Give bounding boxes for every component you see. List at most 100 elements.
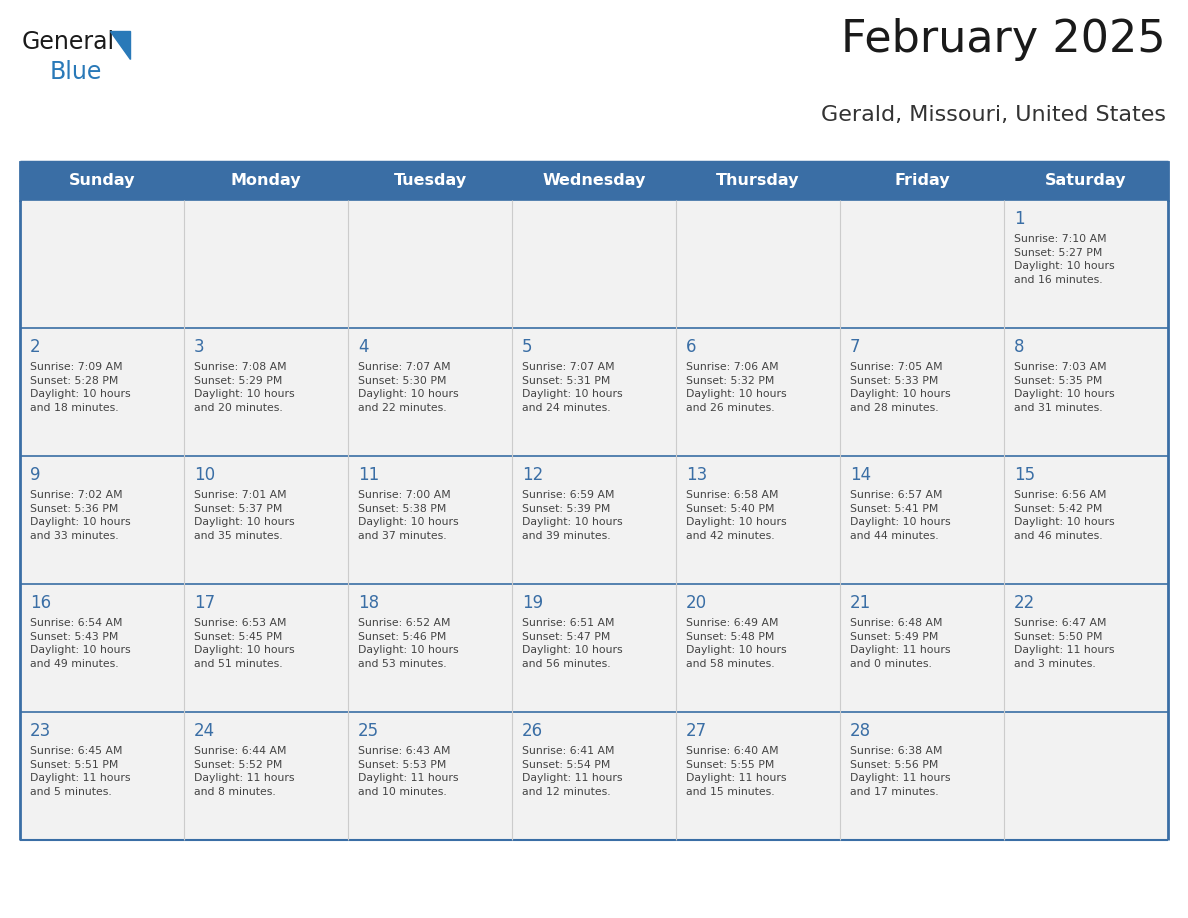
Text: Sunrise: 7:00 AM
Sunset: 5:38 PM
Daylight: 10 hours
and 37 minutes.: Sunrise: 7:00 AM Sunset: 5:38 PM Dayligh… bbox=[358, 490, 459, 541]
Bar bbox=[512, 456, 676, 584]
Text: 16: 16 bbox=[30, 594, 51, 612]
Text: Monday: Monday bbox=[230, 174, 302, 188]
Text: Sunrise: 6:41 AM
Sunset: 5:54 PM
Daylight: 11 hours
and 12 minutes.: Sunrise: 6:41 AM Sunset: 5:54 PM Dayligh… bbox=[522, 746, 623, 797]
Text: Sunrise: 6:38 AM
Sunset: 5:56 PM
Daylight: 11 hours
and 17 minutes.: Sunrise: 6:38 AM Sunset: 5:56 PM Dayligh… bbox=[849, 746, 950, 797]
Text: 15: 15 bbox=[1015, 466, 1035, 484]
Text: Blue: Blue bbox=[50, 60, 102, 84]
Bar bbox=[348, 328, 512, 456]
Text: 9: 9 bbox=[30, 466, 40, 484]
Text: 6: 6 bbox=[685, 338, 696, 356]
Bar bbox=[184, 328, 348, 456]
Bar bbox=[676, 456, 840, 584]
Text: Sunrise: 6:56 AM
Sunset: 5:42 PM
Daylight: 10 hours
and 46 minutes.: Sunrise: 6:56 AM Sunset: 5:42 PM Dayligh… bbox=[1015, 490, 1114, 541]
Text: Sunrise: 6:51 AM
Sunset: 5:47 PM
Daylight: 10 hours
and 56 minutes.: Sunrise: 6:51 AM Sunset: 5:47 PM Dayligh… bbox=[522, 618, 623, 669]
Text: 23: 23 bbox=[30, 722, 51, 740]
Text: Sunrise: 7:05 AM
Sunset: 5:33 PM
Daylight: 10 hours
and 28 minutes.: Sunrise: 7:05 AM Sunset: 5:33 PM Dayligh… bbox=[849, 362, 950, 413]
Text: 3: 3 bbox=[194, 338, 204, 356]
Text: 22: 22 bbox=[1015, 594, 1035, 612]
Bar bbox=[20, 584, 184, 712]
Bar bbox=[1004, 328, 1168, 456]
Text: 8: 8 bbox=[1015, 338, 1024, 356]
Bar bbox=[348, 584, 512, 712]
Bar bbox=[840, 200, 1004, 328]
Text: Sunrise: 6:57 AM
Sunset: 5:41 PM
Daylight: 10 hours
and 44 minutes.: Sunrise: 6:57 AM Sunset: 5:41 PM Dayligh… bbox=[849, 490, 950, 541]
Text: Sunrise: 6:59 AM
Sunset: 5:39 PM
Daylight: 10 hours
and 39 minutes.: Sunrise: 6:59 AM Sunset: 5:39 PM Dayligh… bbox=[522, 490, 623, 541]
Text: Sunrise: 7:09 AM
Sunset: 5:28 PM
Daylight: 10 hours
and 18 minutes.: Sunrise: 7:09 AM Sunset: 5:28 PM Dayligh… bbox=[30, 362, 131, 413]
Bar bbox=[20, 162, 1168, 200]
Bar bbox=[1004, 584, 1168, 712]
Text: Sunrise: 6:40 AM
Sunset: 5:55 PM
Daylight: 11 hours
and 15 minutes.: Sunrise: 6:40 AM Sunset: 5:55 PM Dayligh… bbox=[685, 746, 786, 797]
Bar bbox=[676, 712, 840, 840]
Text: 5: 5 bbox=[522, 338, 532, 356]
Bar bbox=[348, 712, 512, 840]
Bar bbox=[512, 584, 676, 712]
Bar bbox=[1004, 456, 1168, 584]
Text: Sunrise: 7:01 AM
Sunset: 5:37 PM
Daylight: 10 hours
and 35 minutes.: Sunrise: 7:01 AM Sunset: 5:37 PM Dayligh… bbox=[194, 490, 295, 541]
Text: 20: 20 bbox=[685, 594, 707, 612]
Bar bbox=[184, 712, 348, 840]
Text: Wednesday: Wednesday bbox=[542, 174, 646, 188]
Text: Sunrise: 6:47 AM
Sunset: 5:50 PM
Daylight: 11 hours
and 3 minutes.: Sunrise: 6:47 AM Sunset: 5:50 PM Dayligh… bbox=[1015, 618, 1114, 669]
Bar bbox=[840, 712, 1004, 840]
Text: Friday: Friday bbox=[895, 174, 950, 188]
Bar bbox=[1004, 712, 1168, 840]
Text: 28: 28 bbox=[849, 722, 871, 740]
Text: Sunrise: 6:44 AM
Sunset: 5:52 PM
Daylight: 11 hours
and 8 minutes.: Sunrise: 6:44 AM Sunset: 5:52 PM Dayligh… bbox=[194, 746, 295, 797]
Text: 10: 10 bbox=[194, 466, 215, 484]
Text: Sunrise: 7:03 AM
Sunset: 5:35 PM
Daylight: 10 hours
and 31 minutes.: Sunrise: 7:03 AM Sunset: 5:35 PM Dayligh… bbox=[1015, 362, 1114, 413]
Text: Sunrise: 6:52 AM
Sunset: 5:46 PM
Daylight: 10 hours
and 53 minutes.: Sunrise: 6:52 AM Sunset: 5:46 PM Dayligh… bbox=[358, 618, 459, 669]
Text: 14: 14 bbox=[849, 466, 871, 484]
Text: Sunrise: 6:58 AM
Sunset: 5:40 PM
Daylight: 10 hours
and 42 minutes.: Sunrise: 6:58 AM Sunset: 5:40 PM Dayligh… bbox=[685, 490, 786, 541]
Bar bbox=[20, 712, 184, 840]
Bar bbox=[840, 584, 1004, 712]
Text: 24: 24 bbox=[194, 722, 215, 740]
Text: 26: 26 bbox=[522, 722, 543, 740]
Text: Sunrise: 7:10 AM
Sunset: 5:27 PM
Daylight: 10 hours
and 16 minutes.: Sunrise: 7:10 AM Sunset: 5:27 PM Dayligh… bbox=[1015, 234, 1114, 285]
Text: Sunrise: 6:45 AM
Sunset: 5:51 PM
Daylight: 11 hours
and 5 minutes.: Sunrise: 6:45 AM Sunset: 5:51 PM Dayligh… bbox=[30, 746, 131, 797]
Text: 18: 18 bbox=[358, 594, 379, 612]
Text: 2: 2 bbox=[30, 338, 40, 356]
Bar bbox=[1004, 200, 1168, 328]
Bar bbox=[20, 456, 184, 584]
Text: 1: 1 bbox=[1015, 210, 1024, 228]
Text: 19: 19 bbox=[522, 594, 543, 612]
Text: Sunrise: 6:48 AM
Sunset: 5:49 PM
Daylight: 11 hours
and 0 minutes.: Sunrise: 6:48 AM Sunset: 5:49 PM Dayligh… bbox=[849, 618, 950, 669]
Bar bbox=[184, 456, 348, 584]
Bar bbox=[840, 328, 1004, 456]
Text: Sunrise: 7:07 AM
Sunset: 5:31 PM
Daylight: 10 hours
and 24 minutes.: Sunrise: 7:07 AM Sunset: 5:31 PM Dayligh… bbox=[522, 362, 623, 413]
Bar bbox=[184, 584, 348, 712]
Bar bbox=[512, 200, 676, 328]
Text: Sunrise: 7:08 AM
Sunset: 5:29 PM
Daylight: 10 hours
and 20 minutes.: Sunrise: 7:08 AM Sunset: 5:29 PM Dayligh… bbox=[194, 362, 295, 413]
Bar bbox=[840, 456, 1004, 584]
Text: 11: 11 bbox=[358, 466, 379, 484]
Text: Sunrise: 6:53 AM
Sunset: 5:45 PM
Daylight: 10 hours
and 51 minutes.: Sunrise: 6:53 AM Sunset: 5:45 PM Dayligh… bbox=[194, 618, 295, 669]
Bar bbox=[348, 200, 512, 328]
Bar bbox=[676, 328, 840, 456]
Text: Sunrise: 6:43 AM
Sunset: 5:53 PM
Daylight: 11 hours
and 10 minutes.: Sunrise: 6:43 AM Sunset: 5:53 PM Dayligh… bbox=[358, 746, 459, 797]
Polygon shape bbox=[110, 31, 129, 59]
Text: 17: 17 bbox=[194, 594, 215, 612]
Text: 12: 12 bbox=[522, 466, 543, 484]
Bar bbox=[20, 328, 184, 456]
Text: 21: 21 bbox=[849, 594, 871, 612]
Text: Tuesday: Tuesday bbox=[393, 174, 467, 188]
Bar bbox=[512, 328, 676, 456]
Bar bbox=[512, 712, 676, 840]
Text: General: General bbox=[23, 30, 115, 54]
Bar bbox=[184, 200, 348, 328]
Text: Saturday: Saturday bbox=[1045, 174, 1126, 188]
Text: Sunrise: 7:07 AM
Sunset: 5:30 PM
Daylight: 10 hours
and 22 minutes.: Sunrise: 7:07 AM Sunset: 5:30 PM Dayligh… bbox=[358, 362, 459, 413]
Text: February 2025: February 2025 bbox=[841, 18, 1165, 61]
Text: Thursday: Thursday bbox=[716, 174, 800, 188]
Text: Sunday: Sunday bbox=[69, 174, 135, 188]
Text: 27: 27 bbox=[685, 722, 707, 740]
Text: Sunrise: 6:54 AM
Sunset: 5:43 PM
Daylight: 10 hours
and 49 minutes.: Sunrise: 6:54 AM Sunset: 5:43 PM Dayligh… bbox=[30, 618, 131, 669]
Text: Sunrise: 7:02 AM
Sunset: 5:36 PM
Daylight: 10 hours
and 33 minutes.: Sunrise: 7:02 AM Sunset: 5:36 PM Dayligh… bbox=[30, 490, 131, 541]
Bar bbox=[20, 200, 184, 328]
Bar bbox=[348, 456, 512, 584]
Text: Gerald, Missouri, United States: Gerald, Missouri, United States bbox=[821, 105, 1165, 125]
Text: 7: 7 bbox=[849, 338, 860, 356]
Text: Sunrise: 7:06 AM
Sunset: 5:32 PM
Daylight: 10 hours
and 26 minutes.: Sunrise: 7:06 AM Sunset: 5:32 PM Dayligh… bbox=[685, 362, 786, 413]
Text: 13: 13 bbox=[685, 466, 707, 484]
Bar bbox=[676, 584, 840, 712]
